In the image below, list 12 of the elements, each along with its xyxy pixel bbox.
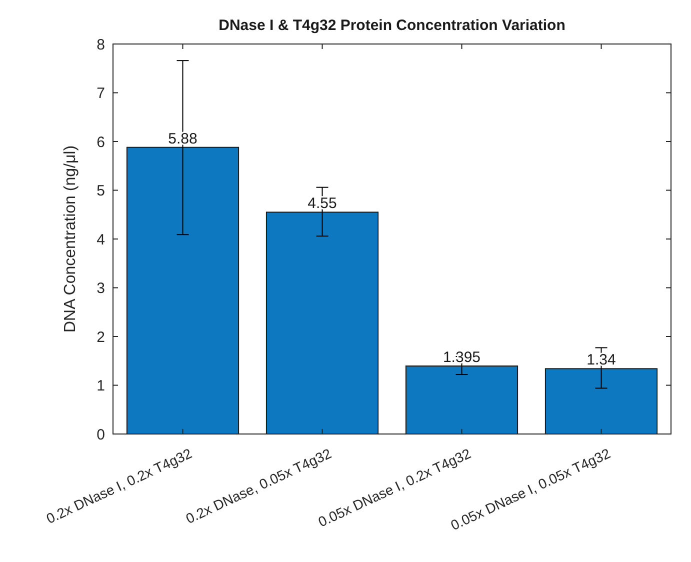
y-tick-label: 2	[96, 328, 105, 346]
y-tick-label: 5	[96, 182, 105, 200]
y-axis-title: DNA Concentration (ng/μl)	[62, 145, 79, 333]
y-tick-label: 1	[96, 378, 105, 394]
y-tick-label: 3	[96, 280, 105, 297]
y-tick-label: 4	[96, 231, 105, 248]
y-tick-label: 0	[96, 426, 105, 444]
data-label: 1.395	[442, 348, 481, 366]
y-tick-label: 8	[96, 36, 105, 54]
y-tick-label: 6	[96, 134, 105, 151]
y-tick-label: 7	[96, 85, 105, 102]
chart-title: DNase I & T4g32 Protein Concentration Variation	[218, 17, 566, 34]
